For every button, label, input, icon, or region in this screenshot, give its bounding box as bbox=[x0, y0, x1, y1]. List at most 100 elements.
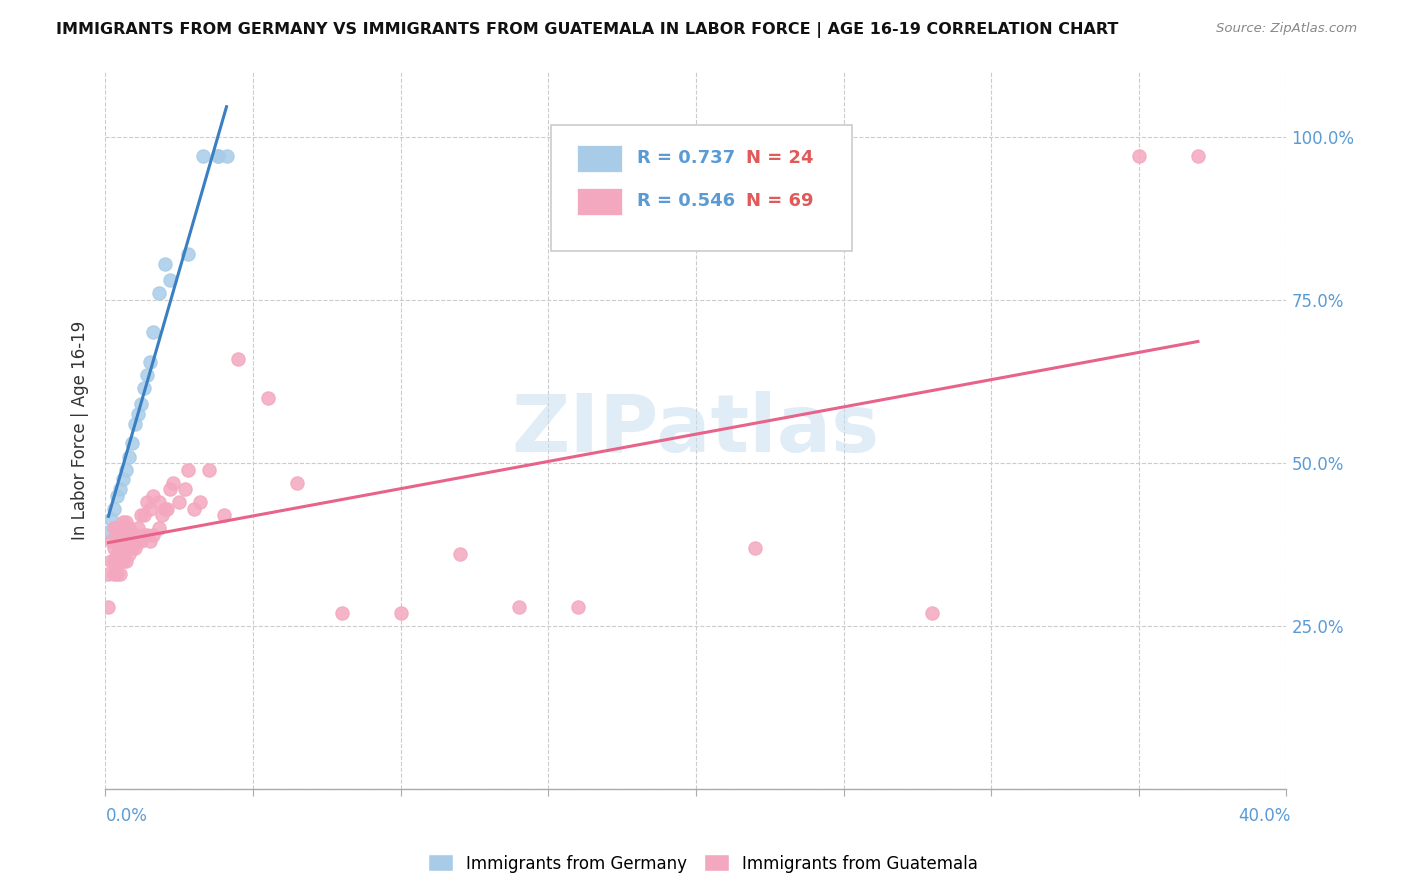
Point bbox=[105, 534, 128, 549]
Point bbox=[127, 534, 149, 549]
Point bbox=[197, 462, 219, 476]
Point bbox=[124, 528, 146, 542]
Point bbox=[508, 599, 530, 614]
Point bbox=[135, 495, 157, 509]
Point bbox=[115, 462, 138, 476]
Point bbox=[124, 417, 146, 431]
Point bbox=[138, 355, 162, 369]
Point bbox=[110, 482, 132, 496]
Point bbox=[112, 528, 135, 542]
Y-axis label: In Labor Force | Age 16-19: In Labor Force | Age 16-19 bbox=[72, 321, 90, 540]
Point bbox=[124, 541, 146, 555]
Point bbox=[105, 489, 128, 503]
Point bbox=[100, 534, 122, 549]
Point bbox=[103, 501, 125, 516]
Point bbox=[132, 528, 155, 542]
Point bbox=[207, 149, 229, 163]
Point bbox=[105, 521, 128, 535]
Point bbox=[162, 475, 184, 490]
Point bbox=[132, 381, 155, 395]
Point bbox=[103, 567, 125, 582]
Point bbox=[115, 541, 138, 555]
Point bbox=[100, 554, 122, 568]
Point bbox=[188, 495, 211, 509]
Point bbox=[1187, 149, 1209, 163]
Point bbox=[159, 482, 181, 496]
Point bbox=[129, 397, 152, 411]
Point bbox=[207, 149, 229, 163]
Point bbox=[103, 541, 125, 555]
Point bbox=[110, 528, 132, 542]
Point bbox=[142, 326, 165, 340]
Point bbox=[135, 368, 157, 382]
Point bbox=[110, 567, 132, 582]
Point bbox=[127, 407, 149, 421]
Point bbox=[177, 247, 200, 261]
Point bbox=[112, 554, 135, 568]
Point bbox=[132, 508, 155, 523]
Point bbox=[159, 273, 181, 287]
Point bbox=[118, 450, 141, 464]
Point bbox=[112, 472, 135, 486]
Text: R = 0.737: R = 0.737 bbox=[637, 149, 735, 167]
Point bbox=[135, 528, 157, 542]
Point bbox=[215, 149, 238, 163]
Text: Source: ZipAtlas.com: Source: ZipAtlas.com bbox=[1216, 22, 1357, 36]
Point bbox=[112, 541, 135, 555]
Point bbox=[148, 521, 170, 535]
Point bbox=[330, 606, 353, 620]
Point bbox=[142, 489, 165, 503]
Point bbox=[744, 541, 766, 555]
Point bbox=[169, 495, 191, 509]
Point bbox=[121, 541, 143, 555]
Point bbox=[97, 567, 120, 582]
Point bbox=[177, 462, 200, 476]
Point bbox=[257, 391, 280, 405]
Point bbox=[567, 599, 589, 614]
Point bbox=[103, 521, 125, 535]
Bar bbox=[576, 187, 621, 215]
Point bbox=[115, 528, 138, 542]
Point bbox=[287, 475, 309, 490]
Text: IMMIGRANTS FROM GERMANY VS IMMIGRANTS FROM GUATEMALA IN LABOR FORCE | AGE 16-19 : IMMIGRANTS FROM GERMANY VS IMMIGRANTS FR… bbox=[56, 22, 1119, 38]
Point bbox=[121, 528, 143, 542]
Point bbox=[112, 515, 135, 529]
Point bbox=[97, 599, 120, 614]
Point bbox=[921, 606, 943, 620]
Legend: Immigrants from Germany, Immigrants from Guatemala: Immigrants from Germany, Immigrants from… bbox=[422, 847, 984, 880]
Point bbox=[129, 508, 152, 523]
Point bbox=[183, 501, 205, 516]
Point bbox=[148, 286, 170, 301]
Text: 0.0%: 0.0% bbox=[105, 807, 148, 825]
Point bbox=[110, 541, 132, 555]
Point bbox=[121, 436, 143, 450]
Point bbox=[138, 501, 162, 516]
Text: N = 24: N = 24 bbox=[745, 149, 813, 167]
Point bbox=[105, 567, 128, 582]
Point bbox=[153, 501, 176, 516]
Point bbox=[389, 606, 412, 620]
Text: N = 69: N = 69 bbox=[745, 192, 813, 210]
Point bbox=[105, 548, 128, 562]
Point bbox=[212, 508, 235, 523]
Point bbox=[129, 534, 152, 549]
Point bbox=[138, 534, 162, 549]
Point bbox=[142, 528, 165, 542]
Point bbox=[100, 511, 122, 525]
Point bbox=[156, 501, 179, 516]
Point bbox=[191, 149, 214, 163]
Text: 40.0%: 40.0% bbox=[1239, 807, 1291, 825]
Text: ZIPatlas: ZIPatlas bbox=[512, 392, 880, 469]
Point bbox=[153, 257, 176, 271]
Point bbox=[118, 534, 141, 549]
Point bbox=[118, 521, 141, 535]
Point bbox=[174, 482, 197, 496]
Bar bbox=[576, 145, 621, 172]
Point bbox=[449, 548, 471, 562]
Point bbox=[127, 521, 149, 535]
Point bbox=[115, 515, 138, 529]
Point bbox=[1128, 149, 1150, 163]
Point bbox=[110, 554, 132, 568]
Point bbox=[148, 495, 170, 509]
Point bbox=[228, 351, 250, 366]
